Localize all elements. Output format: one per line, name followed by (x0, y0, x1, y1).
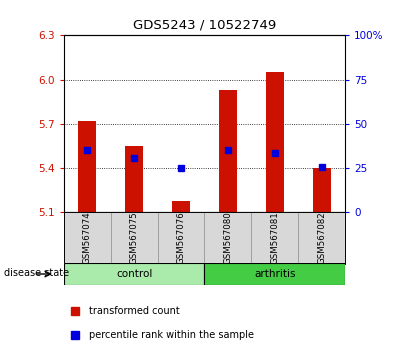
Bar (172, 201, 190, 212)
Text: GSM567081: GSM567081 (270, 212, 279, 264)
Text: transformed count: transformed count (89, 306, 180, 316)
Text: GSM567074: GSM567074 (83, 212, 92, 264)
Bar (64, 263, 204, 285)
Text: GSM567075: GSM567075 (129, 212, 139, 264)
Text: GSM567076: GSM567076 (176, 212, 185, 264)
Text: disease state: disease state (4, 268, 69, 278)
Bar (125, 146, 143, 212)
Text: arthritis: arthritis (254, 269, 296, 279)
Text: GSM567080: GSM567080 (224, 212, 233, 264)
Bar (205, 263, 345, 285)
Bar (219, 90, 237, 212)
Text: GSM567082: GSM567082 (317, 212, 326, 264)
Text: control: control (116, 269, 152, 279)
Title: GDS5243 / 10522749: GDS5243 / 10522749 (133, 18, 276, 32)
Bar (78, 121, 96, 212)
Text: percentile rank within the sample: percentile rank within the sample (89, 330, 254, 339)
Bar (266, 72, 284, 212)
Bar (313, 168, 331, 212)
